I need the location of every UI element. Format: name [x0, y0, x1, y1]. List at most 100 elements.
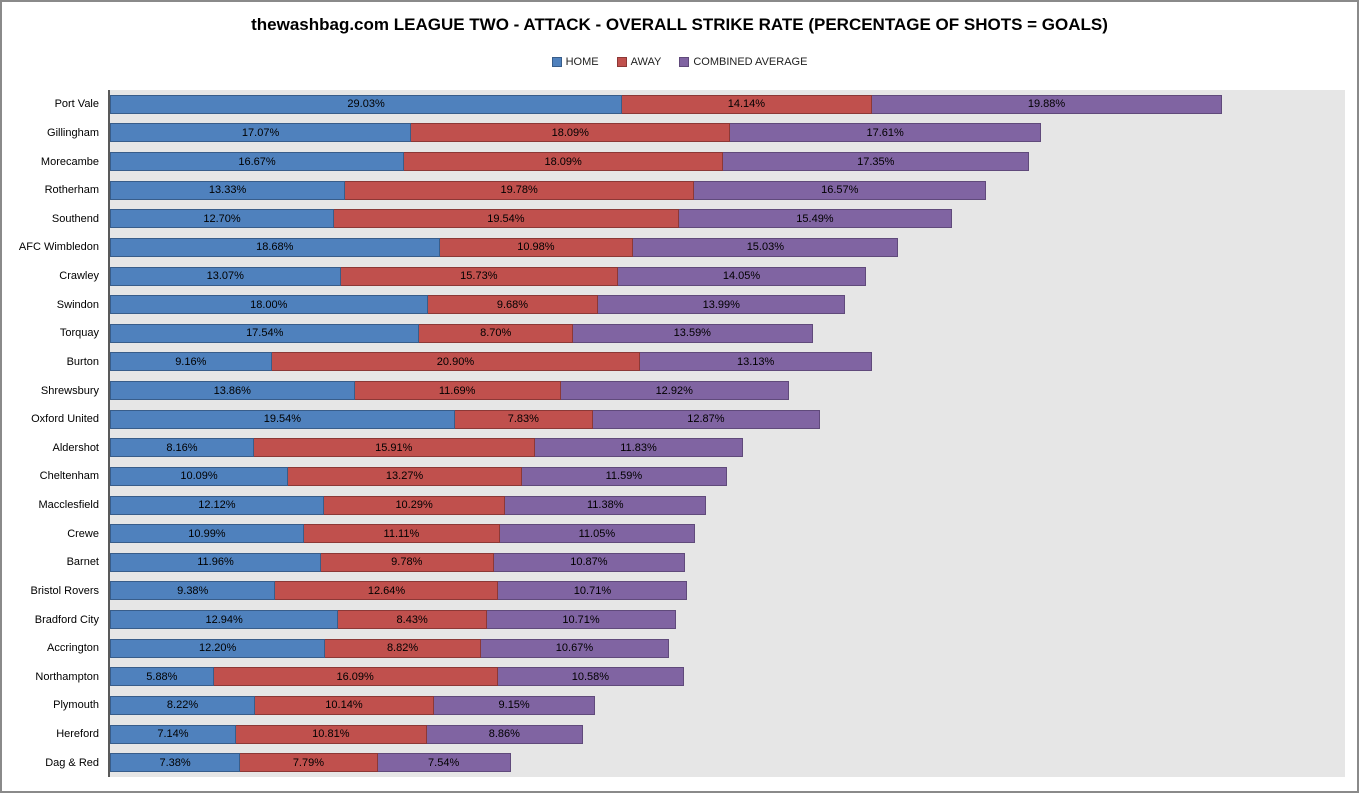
segment-value-label: 12.87%	[687, 413, 725, 426]
bar-track: 7.38% 7.79% 7.54%	[108, 748, 1345, 777]
segment-value-label: 8.70%	[480, 327, 512, 340]
bar-segment-combined-average: 9.15%	[433, 695, 596, 715]
segment-value-label: 15.49%	[796, 212, 834, 225]
bar-track: 13.07% 15.73% 14.05%	[108, 261, 1345, 291]
segment-value-label: 15.03%	[746, 241, 784, 254]
segment-value-label: 17.61%	[866, 126, 904, 139]
segment-value-label: 19.78%	[500, 184, 538, 197]
bar-segment-home: 18.00%	[110, 295, 428, 315]
legend-item-home: HOME	[551, 56, 599, 68]
bar-segment-combined-average: 12.87%	[592, 409, 820, 429]
legend: HOME AWAY COMBINED AVERAGE	[2, 56, 1357, 68]
bar-segment-home: 10.09%	[110, 466, 289, 486]
stacked-bar: 16.67% 18.09% 17.35%	[110, 152, 1345, 172]
bar-segment-combined-average: 10.58%	[497, 667, 685, 687]
segment-value-label: 5.88%	[146, 670, 178, 683]
bar-segment-away: 10.81%	[235, 724, 427, 744]
bar-segment-combined-average: 11.83%	[534, 438, 744, 458]
bar-segment-home: 12.12%	[110, 495, 324, 515]
category-label: Cheltenham	[2, 462, 108, 491]
segment-value-label: 17.54%	[246, 327, 284, 340]
segment-value-label: 19.54%	[487, 212, 525, 225]
bar-segment-combined-average: 11.38%	[505, 495, 707, 515]
stacked-bar: 12.12% 10.29% 11.38%	[110, 495, 1345, 515]
bar-segment-combined-average: 13.13%	[640, 352, 872, 372]
segment-value-label: 14.14%	[727, 98, 766, 111]
bar-segment-combined-average: 8.86%	[426, 724, 583, 744]
bar-segment-away: 8.82%	[325, 638, 481, 658]
legend-swatch-icon	[551, 57, 562, 67]
stacked-bar: 13.33% 19.78% 16.57%	[110, 180, 1345, 200]
chart-row: AFC Wimbledon 18.68% 10.98% 15.03%	[2, 233, 1345, 262]
stacked-bar: 10.09% 13.27% 11.59%	[110, 466, 1345, 486]
bar-track: 18.68% 10.98% 15.03%	[108, 233, 1345, 262]
segment-value-label: 12.94%	[205, 613, 243, 626]
segment-value-label: 7.79%	[292, 756, 325, 769]
segment-value-label: 17.35%	[857, 155, 895, 168]
stacked-bar: 13.86% 11.69% 12.92%	[110, 381, 1345, 401]
bar-track: 17.54% 8.70% 13.59%	[108, 319, 1345, 348]
stacked-bar: 18.00% 9.68% 13.99%	[110, 295, 1345, 315]
segment-value-label: 18.68%	[256, 241, 294, 254]
category-label: Rotherham	[2, 175, 108, 205]
bar-segment-away: 7.79%	[240, 753, 378, 773]
chart-row: Macclesfield 12.12% 10.29% 11.38%	[2, 490, 1345, 520]
segment-value-label: 13.33%	[208, 184, 247, 197]
bar-segment-combined-average: 13.59%	[572, 323, 813, 343]
chart-row: Rotherham 13.33% 19.78% 16.57%	[2, 175, 1345, 205]
segment-value-label: 13.86%	[213, 384, 251, 397]
segment-value-label: 13.59%	[673, 327, 711, 340]
segment-value-label: 13.07%	[206, 270, 244, 283]
bar-segment-home: 19.54%	[110, 409, 455, 429]
category-label: Torquay	[2, 319, 108, 348]
bar-track: 12.70% 19.54% 15.49%	[108, 204, 1345, 234]
bar-segment-away: 7.83%	[454, 409, 593, 429]
bar-track: 13.33% 19.78% 16.57%	[108, 175, 1345, 205]
bar-segment-away: 10.29%	[323, 495, 506, 515]
category-label: Shrewsbury	[2, 376, 108, 405]
segment-value-label: 10.67%	[555, 642, 594, 655]
legend-swatch-icon	[616, 57, 627, 67]
category-label: Southend	[2, 204, 108, 234]
segment-value-label: 8.16%	[166, 441, 198, 454]
category-label: Accrington	[2, 633, 108, 663]
stacked-bar: 13.07% 15.73% 14.05%	[110, 266, 1345, 286]
stacked-bar: 5.88% 16.09% 10.58%	[110, 667, 1345, 687]
stacked-bar: 18.68% 10.98% 15.03%	[110, 237, 1345, 257]
segment-value-label: 17.07%	[241, 126, 280, 139]
chart-row: Port Vale 29.03% 14.14% 19.88%	[2, 90, 1345, 119]
chart-row: Oxford United 19.54% 7.83% 12.87%	[2, 404, 1345, 434]
legend-label: COMBINED AVERAGE	[693, 56, 808, 68]
chart-row: Dag & Red 7.38% 7.79% 7.54%	[2, 748, 1345, 777]
segment-value-label: 29.03%	[347, 98, 385, 111]
bar-segment-away: 10.98%	[439, 237, 634, 257]
bar-segment-away: 19.54%	[334, 209, 679, 229]
bar-segment-combined-average: 10.71%	[487, 610, 676, 630]
segment-value-label: 11.11%	[383, 527, 420, 540]
segment-value-label: 9.78%	[391, 556, 423, 569]
segment-value-label: 8.43%	[396, 613, 428, 626]
bar-segment-home: 7.38%	[110, 753, 241, 773]
bar-track: 7.14% 10.81% 8.86%	[108, 719, 1345, 749]
segment-value-label: 16.09%	[336, 670, 374, 683]
category-label: Bristol Rovers	[2, 576, 108, 606]
chart-row: Burton 9.16% 20.90% 13.13%	[2, 347, 1345, 377]
bar-segment-combined-average: 15.03%	[633, 237, 899, 257]
chart-row: Accrington 12.20% 8.82% 10.67%	[2, 633, 1345, 663]
segment-value-label: 13.99%	[702, 298, 740, 311]
bar-track: 9.16% 20.90% 13.13%	[108, 347, 1345, 377]
stacked-bar: 7.38% 7.79% 7.54%	[110, 753, 1345, 773]
bar-track: 16.67% 18.09% 17.35%	[108, 147, 1345, 176]
segment-value-label: 16.57%	[821, 184, 859, 197]
category-label: Burton	[2, 347, 108, 377]
chart-row: Aldershot 8.16% 15.91% 11.83%	[2, 433, 1345, 463]
bar-segment-combined-average: 10.67%	[480, 638, 670, 658]
stacked-bar: 7.14% 10.81% 8.86%	[110, 724, 1345, 744]
plot-area: Port Vale 29.03% 14.14% 19.88% Gillingham 17.…	[2, 90, 1345, 777]
bar-segment-combined-average: 11.05%	[499, 524, 695, 544]
category-label: Crawley	[2, 261, 108, 291]
category-label: Hereford	[2, 719, 108, 749]
segment-value-label: 8.86%	[488, 728, 520, 741]
bar-segment-away: 10.14%	[255, 695, 434, 715]
bar-segment-away: 8.70%	[419, 323, 573, 343]
